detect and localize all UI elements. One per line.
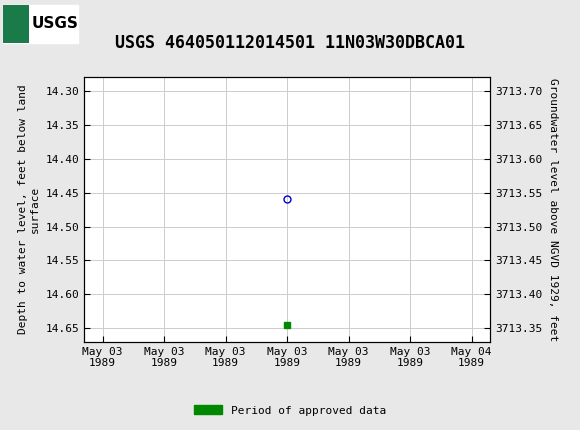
- Text: USGS: USGS: [32, 16, 79, 31]
- Text: USGS 464050112014501 11N03W30DBCA01: USGS 464050112014501 11N03W30DBCA01: [115, 34, 465, 52]
- Y-axis label: Groundwater level above NGVD 1929, feet: Groundwater level above NGVD 1929, feet: [548, 78, 558, 341]
- Legend: Period of approved data: Period of approved data: [190, 401, 390, 420]
- Bar: [3, 5, 78, 43]
- Y-axis label: Depth to water level, feet below land
surface: Depth to water level, feet below land su…: [17, 85, 40, 335]
- Bar: [3, 5, 29, 43]
